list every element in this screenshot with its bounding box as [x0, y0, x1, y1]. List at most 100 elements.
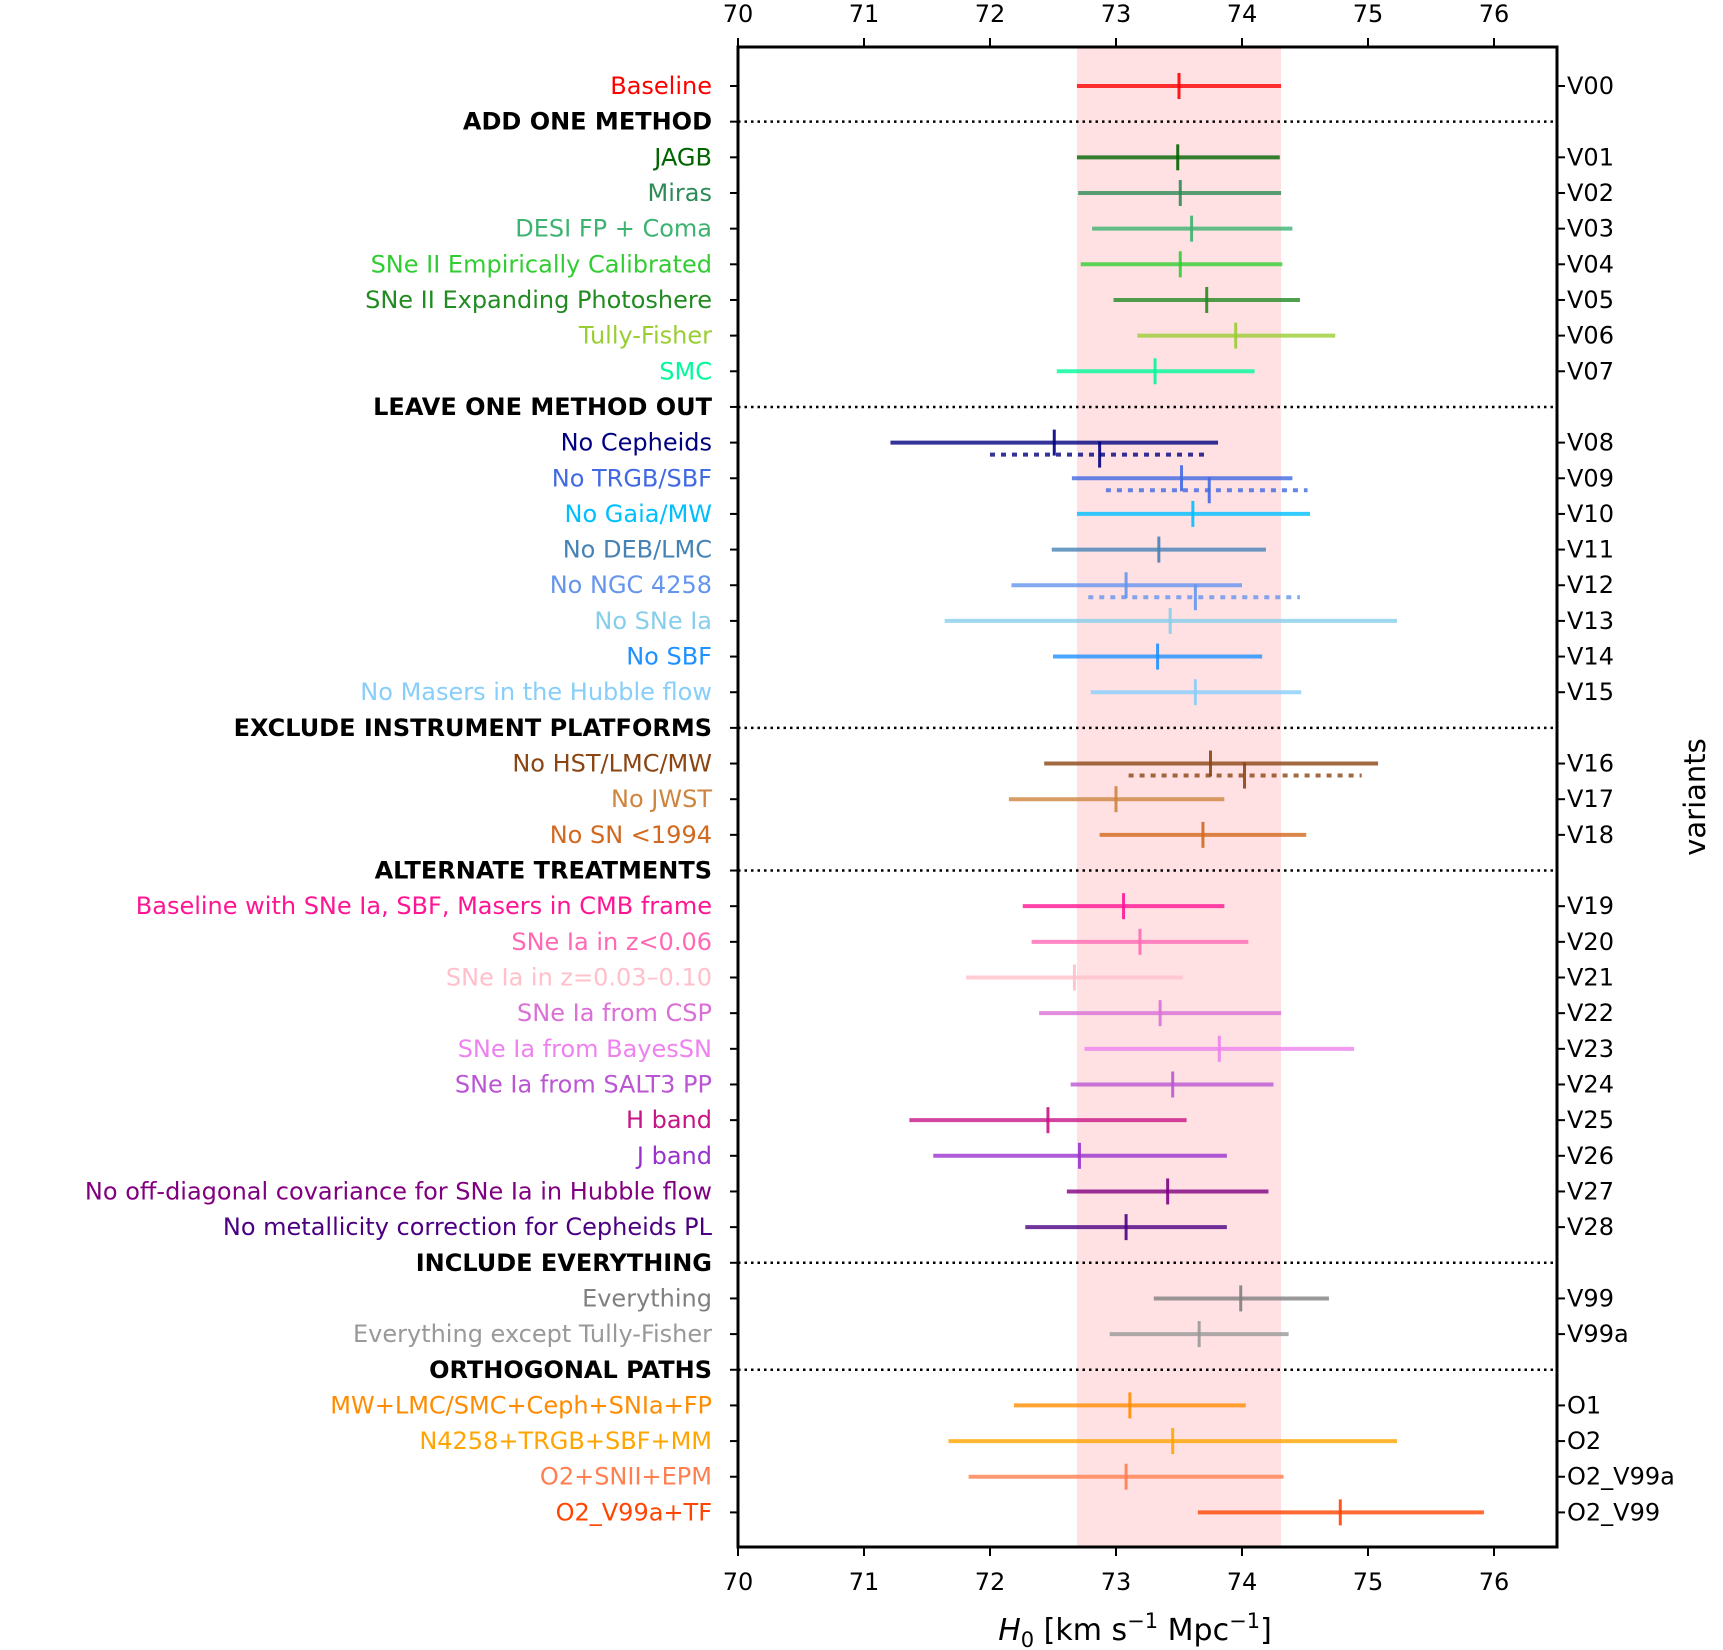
- variant-id-label: V15: [1567, 678, 1614, 706]
- section-header-label: ORTHOGONAL PATHS: [429, 1356, 712, 1384]
- variant-label: Baseline with SNe Ia, SBF, Masers in CMB…: [136, 892, 712, 920]
- variant-id-label: V24: [1567, 1070, 1614, 1098]
- variant-id-label: V02: [1567, 179, 1614, 207]
- x-tick-label-top: 76: [1479, 0, 1510, 28]
- x-axis-label: H0 [km s−1 Mpc−1]: [998, 1609, 1272, 1650]
- variant-id-label: V06: [1567, 322, 1614, 350]
- variant-label: DESI FP + Coma: [515, 215, 712, 243]
- section-header-label: ADD ONE METHOD: [463, 108, 712, 136]
- variant-id-label: V01: [1567, 143, 1614, 171]
- variant-id-label: V16: [1567, 750, 1614, 778]
- x-axis-label-sup: −1: [1229, 1609, 1260, 1633]
- variant-label: No Cepheids: [561, 429, 712, 457]
- variant-id-label: O2_V99a: [1567, 1463, 1675, 1491]
- variant-id-label: V14: [1567, 643, 1614, 671]
- x-tick-label-top: 70: [723, 0, 754, 28]
- x-tick-label-bottom: 75: [1353, 1568, 1384, 1596]
- variant-label: J band: [635, 1142, 712, 1170]
- section-header-label: LEAVE ONE METHOD OUT: [373, 393, 713, 421]
- variant-label: SNe Ia from SALT3 PP: [455, 1070, 712, 1098]
- variant-label: JAGB: [652, 143, 712, 171]
- variant-id-label: V27: [1567, 1177, 1614, 1205]
- x-axis-label-main: H: [998, 1613, 1021, 1648]
- x-axis-label-sup: −1: [1127, 1609, 1158, 1633]
- variant-id-label: V22: [1567, 999, 1614, 1027]
- variant-id-label: V03: [1567, 215, 1614, 243]
- x-axis-label-part: Mpc: [1158, 1613, 1229, 1648]
- variant-id-label: O2: [1567, 1427, 1601, 1455]
- variant-id-label: V07: [1567, 357, 1614, 385]
- variant-label: No DEB/LMC: [563, 536, 712, 564]
- variant-label: O2+SNII+EPM: [540, 1463, 712, 1491]
- variant-label: O2_V99a+TF: [556, 1498, 712, 1526]
- variant-id-label: V18: [1567, 821, 1614, 849]
- variant-id-label: V99: [1567, 1284, 1614, 1312]
- x-tick-label-top: 72: [975, 0, 1006, 28]
- variant-label: No NGC 4258: [550, 571, 712, 599]
- variant-id-label: V13: [1567, 607, 1614, 635]
- x-axis-label-sub: 0: [1021, 1628, 1034, 1650]
- variant-label: No HST/LMC/MW: [512, 750, 712, 778]
- variant-label: No Gaia/MW: [565, 500, 712, 528]
- x-tick-label-bottom: 74: [1227, 1568, 1258, 1596]
- variant-label: No SBF: [626, 643, 712, 671]
- section-header-label: INCLUDE EVERYTHING: [416, 1249, 712, 1277]
- variant-label: Baseline: [610, 72, 712, 100]
- variant-id-label: V26: [1567, 1142, 1614, 1170]
- x-tick-label-top: 73: [1101, 0, 1132, 28]
- variant-label: No Masers in the Hubble flow: [360, 678, 712, 706]
- variant-label: SNe Ia in z<0.06: [511, 928, 712, 956]
- y-axis-label-right: variants: [1678, 738, 1712, 856]
- x-axis-label-part: ]: [1260, 1613, 1272, 1648]
- variant-label: Everything except Tully-Fisher: [353, 1320, 712, 1348]
- x-axis-label-part: [km s: [1034, 1613, 1127, 1648]
- x-tick-label-bottom: 70: [723, 1568, 754, 1596]
- variant-label: MW+LMC/SMC+Ceph+SNIa+FP: [330, 1391, 712, 1419]
- variant-id-label: V11: [1567, 536, 1614, 564]
- variant-id-label: O1: [1567, 1391, 1601, 1419]
- variant-id-label: V00: [1567, 72, 1614, 100]
- variant-label: Everything: [582, 1284, 712, 1312]
- variant-label: No SNe Ia: [594, 607, 712, 635]
- variant-id-label: V99a: [1567, 1320, 1629, 1348]
- variant-label: No metallicity correction for Cepheids P…: [223, 1213, 713, 1241]
- variant-id-label: V21: [1567, 964, 1614, 992]
- variant-id-label: V08: [1567, 429, 1614, 457]
- variant-id-label: O2_V99: [1567, 1498, 1660, 1526]
- variant-id-label: V09: [1567, 464, 1614, 492]
- variant-id-label: V23: [1567, 1035, 1614, 1063]
- x-tick-label-top: 74: [1227, 0, 1258, 28]
- variant-id-label: V19: [1567, 892, 1614, 920]
- variant-label: No TRGB/SBF: [552, 464, 712, 492]
- variant-label: Miras: [648, 179, 712, 207]
- variant-id-label: V05: [1567, 286, 1614, 314]
- variant-label: No SN <1994: [550, 821, 712, 849]
- variant-id-label: V04: [1567, 250, 1614, 278]
- x-tick-label-top: 71: [849, 0, 880, 28]
- x-tick-label-bottom: 76: [1479, 1568, 1510, 1596]
- variant-label: No off-diagonal covariance for SNe Ia in…: [85, 1177, 712, 1205]
- section-header-label: EXCLUDE INSTRUMENT PLATFORMS: [234, 714, 712, 742]
- variant-label: SNe II Empirically Calibrated: [371, 250, 712, 278]
- variant-id-label: V28: [1567, 1213, 1614, 1241]
- x-tick-label-bottom: 73: [1101, 1568, 1132, 1596]
- x-tick-label-top: 75: [1353, 0, 1384, 28]
- variant-id-label: V17: [1567, 785, 1614, 813]
- variant-label: Tully-Fisher: [578, 322, 712, 350]
- variant-id-label: V20: [1567, 928, 1614, 956]
- x-tick-label-bottom: 72: [975, 1568, 1006, 1596]
- variant-id-label: V12: [1567, 571, 1614, 599]
- variant-label: No JWST: [611, 785, 712, 813]
- variant-label: SNe Ia from CSP: [517, 999, 712, 1027]
- variant-label: N4258+TRGB+SBF+MM: [419, 1427, 712, 1455]
- variant-label: SMC: [659, 357, 712, 385]
- variant-id-label: V10: [1567, 500, 1614, 528]
- plot-frame: [736, 45, 1559, 1549]
- section-header-label: ALTERNATE TREATMENTS: [375, 857, 712, 885]
- variant-label: SNe II Expanding Photoshere: [365, 286, 712, 314]
- variant-label: SNe Ia from BayesSN: [458, 1035, 712, 1063]
- variant-id-label: V25: [1567, 1106, 1614, 1134]
- x-tick-label-bottom: 71: [849, 1568, 880, 1596]
- variant-label: H band: [626, 1106, 712, 1134]
